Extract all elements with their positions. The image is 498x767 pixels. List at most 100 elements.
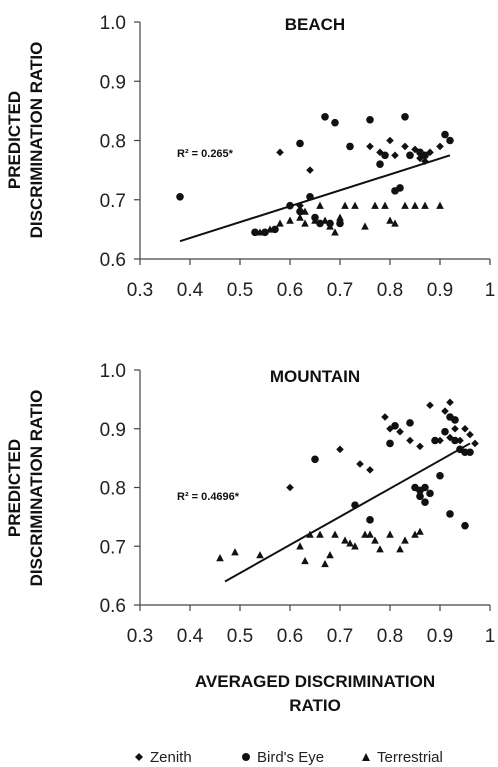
y-tick-label: 1.0 — [100, 13, 126, 34]
birds-eye-point — [311, 455, 319, 464]
y-tick-label: 0.9 — [100, 420, 126, 441]
terrestrial-point — [336, 213, 344, 221]
terrestrial-point — [296, 213, 304, 221]
birds-eye-point — [386, 439, 394, 448]
zenith-point — [386, 136, 394, 145]
terrestrial-point — [351, 201, 359, 209]
zenith-point — [366, 466, 374, 474]
terrestrial-point — [321, 559, 329, 568]
legend-label-zenith: Zenith — [150, 749, 192, 766]
zenith-point — [396, 427, 404, 436]
terrestrial-point — [331, 228, 339, 236]
terrestrial-point — [256, 228, 264, 236]
terrestrial-point — [316, 530, 324, 538]
birds-eye-point — [306, 192, 314, 201]
birds-eye-point — [331, 118, 339, 127]
birds-eye-point — [366, 516, 374, 524]
birds-eye-point — [391, 422, 399, 430]
birds-eye-point — [381, 151, 389, 160]
legend: Zenith Bird's Eye Terrestrial — [135, 749, 443, 766]
terrestrial-point — [311, 216, 319, 224]
zenith-point — [276, 148, 284, 157]
x-tick-label: 0.9 — [427, 280, 453, 301]
birds-eye-point — [421, 151, 429, 160]
panel-title: BEACH — [285, 15, 345, 34]
x-tick-label: 0.5 — [227, 280, 253, 301]
zenith-point — [411, 145, 419, 154]
terrestrial-point — [231, 548, 239, 556]
terrestrial-point — [436, 201, 444, 209]
x-tick-label: 0.8 — [377, 280, 403, 301]
x-tick-label: 0.6 — [277, 626, 303, 647]
birds-eye-point — [316, 219, 324, 228]
terrestrial-point — [361, 222, 369, 230]
legend-diamond-marker — [135, 753, 143, 761]
terrestrial-point — [381, 201, 389, 209]
x-tick-label: 0.7 — [327, 626, 353, 647]
zenith-point — [406, 436, 414, 445]
terrestrial-point — [401, 536, 409, 544]
y-tick-label: 0.6 — [100, 250, 126, 271]
zenith-point — [306, 166, 314, 174]
terrestrial-point — [386, 216, 394, 224]
x-tick-label: 0.5 — [227, 626, 253, 647]
zenith-point — [336, 445, 344, 454]
terrestrial-point — [266, 225, 274, 233]
birds-eye-point — [321, 113, 329, 121]
zenith-point — [286, 483, 294, 492]
x-tick-label: 0.3 — [127, 280, 153, 301]
terrestrial-point — [371, 201, 379, 209]
birds-eye-point — [446, 510, 454, 518]
x-tick-label: 0.8 — [377, 626, 403, 647]
terrestrial-point — [301, 219, 309, 227]
terrestrial-point — [411, 530, 419, 538]
terrestrial-point — [216, 554, 224, 562]
birds-eye-point — [391, 187, 399, 195]
terrestrial-point — [321, 216, 329, 224]
trendline — [224, 442, 471, 583]
birds-eye-point — [451, 436, 459, 445]
zenith-point — [461, 424, 469, 433]
terrestrial-point — [316, 201, 324, 209]
terrestrial-point — [361, 530, 369, 538]
birds-eye-point — [436, 471, 444, 480]
legend-label-terrestrial: Terrestrial — [377, 749, 443, 766]
ylabel-bottom-line1: PREDICTED — [5, 439, 24, 537]
legend-circle-marker — [242, 753, 250, 761]
birds-eye-point — [441, 130, 449, 139]
birds-eye-point — [351, 501, 359, 509]
birds-eye-point — [466, 448, 474, 457]
terrestrial-point — [391, 219, 399, 227]
y-tick-label: 0.6 — [100, 596, 126, 617]
zenith-point — [366, 142, 374, 151]
terrestrial-point — [351, 542, 359, 550]
terrestrial-point — [301, 556, 309, 565]
r-squared-annotation: R² = 0.265* — [177, 148, 234, 160]
birds-eye-point — [336, 219, 344, 228]
terrestrial-point — [411, 201, 419, 209]
birds-eye-point — [451, 416, 459, 424]
birds-eye-point — [346, 142, 354, 151]
y-tick-label: 0.9 — [100, 72, 126, 93]
birds-eye-point — [416, 486, 424, 495]
birds-eye-point — [406, 419, 414, 427]
terrestrial-point — [256, 551, 264, 559]
xlabel-line2: RATIO — [289, 696, 341, 715]
y-tick-label: 0.7 — [100, 537, 126, 558]
zenith-point — [296, 201, 304, 210]
birds-eye-point — [286, 201, 294, 210]
x-tick-label: 0.9 — [427, 626, 453, 647]
legend-label-birds-eye: Bird's Eye — [257, 749, 324, 766]
zenith-point — [421, 157, 429, 166]
terrestrial-point — [326, 551, 334, 559]
ylabel-top-line1: PREDICTED — [5, 91, 24, 189]
terrestrial-point — [421, 201, 429, 209]
x-tick-label: 0.4 — [177, 280, 204, 301]
terrestrial-point — [326, 222, 334, 230]
zenith-point — [436, 142, 444, 151]
terrestrial-point — [376, 545, 384, 553]
terrestrial-point — [371, 536, 379, 544]
beach-chart: 0.6 0.7 0.8 0.9 1.0 0.3 0.4 0.5 0.6 0.7 0.8 0.9 1 BEA… — [100, 13, 496, 301]
zenith-point — [446, 398, 454, 407]
